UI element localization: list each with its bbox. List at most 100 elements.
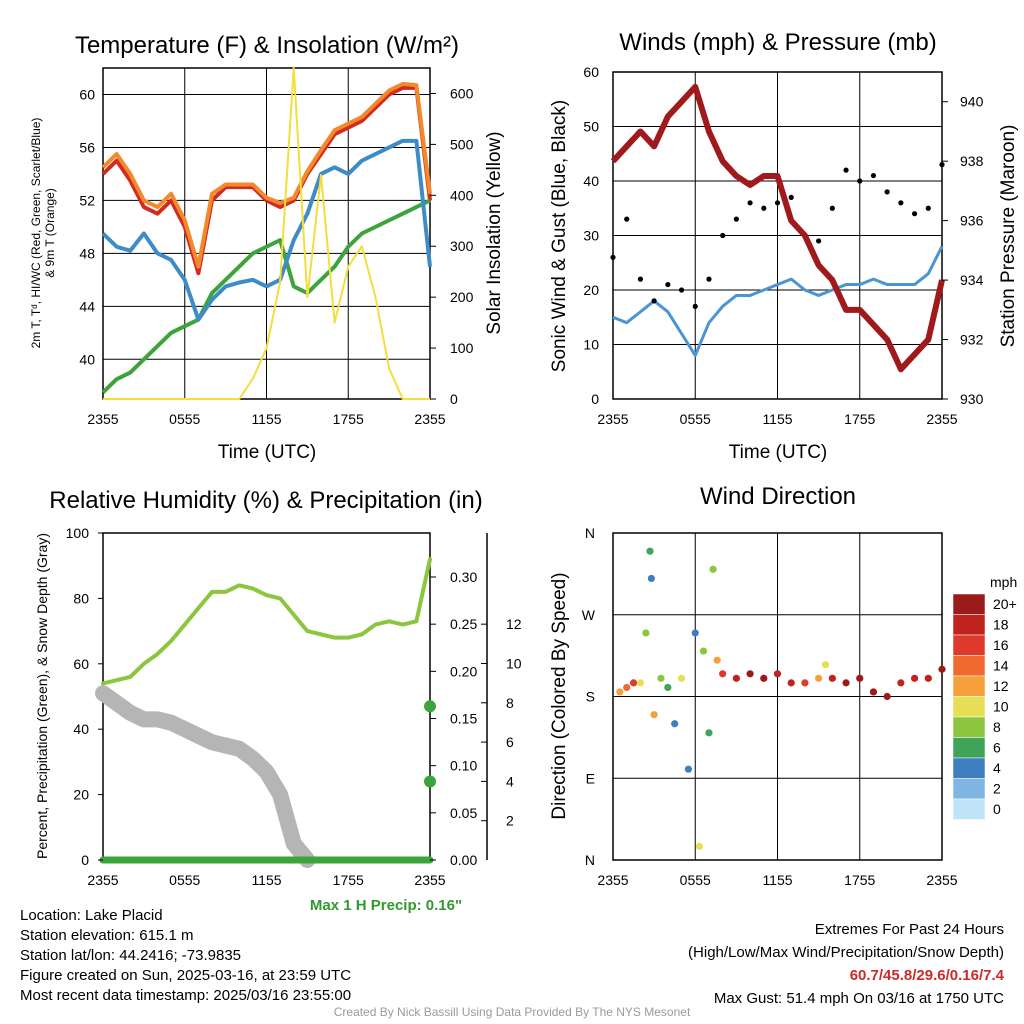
gust-point [829, 205, 835, 211]
direction-point [671, 720, 679, 728]
y3-tick-label: 2 [506, 813, 514, 829]
rh-series [95, 557, 436, 868]
y2-tick-label: 0.15 [450, 711, 477, 727]
y-tick-label: 52 [79, 192, 95, 208]
direction-point [646, 547, 654, 555]
gust-point [857, 178, 863, 184]
y3-tick-label: 8 [506, 695, 514, 711]
x-tick-label: 2355 [597, 411, 628, 427]
gust-point [747, 200, 753, 206]
y-tick-label: 44 [79, 298, 95, 314]
y2-tick-label: 932 [960, 332, 984, 348]
precip-point [424, 775, 436, 788]
direction-point [883, 692, 891, 701]
y-tick-label: E [586, 770, 595, 786]
legend-label: 10 [993, 699, 1009, 715]
extremes-values: 60.7/45.8/29.6/0.16/7.4 [849, 967, 1004, 984]
direction-point [684, 765, 692, 773]
y-tick-label: 56 [79, 139, 95, 155]
direction-point [695, 842, 703, 850]
y2-tick-label: 0 [450, 391, 458, 407]
station-elevation: Station elevation: 615.1 m [20, 927, 194, 944]
dir-ylabel: Direction (Colored By Speed) [549, 572, 570, 819]
legend-swatch [952, 593, 986, 615]
x-tick-label: 2355 [414, 411, 445, 427]
figure-created: Figure created on Sun, 2025-03-16, at 23… [20, 967, 352, 984]
y2-tick-label: 0.05 [450, 805, 477, 821]
legend-swatch [952, 757, 986, 779]
x-tick-label: 1155 [251, 411, 281, 427]
wind-title: Winds (mph) & Pressure (mb) [619, 29, 936, 56]
gust-point [637, 276, 644, 282]
x-tick-label: 1155 [762, 411, 792, 427]
gust-point [816, 238, 822, 244]
x-tick-label: 1155 [762, 872, 792, 888]
direction-point [713, 656, 721, 664]
gust-point [610, 254, 616, 260]
recent-timestamp: Most recent data timestamp: 2025/03/16 2… [20, 987, 352, 1004]
temp-xlabel: Time (UTC) [218, 442, 317, 463]
wind-ylabel: Sonic Wind & Gust (Blue, Black) [549, 100, 570, 372]
temp-y2label: Solar Insolation (Yellow) [484, 131, 505, 334]
x-tick-label: 2355 [87, 411, 118, 427]
temp-series-line [101, 81, 432, 269]
gust-point [884, 189, 890, 195]
y-tick-label: 10 [583, 337, 599, 353]
y-tick-label: N [585, 525, 595, 541]
temp-title: Temperature (F) & Insolation (W/m²) [75, 32, 459, 59]
y-tick-label: 100 [66, 525, 90, 541]
direction-point [773, 670, 782, 678]
legend-swatch [952, 778, 986, 800]
wind-ticks: 2355 0555 1155 1755 2355 0 10 20 30 40 50 60 930 932 9… [583, 64, 983, 427]
direction-point [856, 674, 864, 682]
y-tick-label: 0 [591, 391, 599, 407]
gust-point [911, 211, 918, 217]
wind-series-line [610, 83, 945, 373]
legend-swatch [952, 696, 986, 718]
gust-point [843, 167, 849, 173]
y2-tick-label: 300 [450, 238, 474, 254]
wind-y2label: Station Pressure (Maroon) [998, 125, 1019, 348]
y-tick-label: 60 [583, 64, 599, 80]
direction-point [842, 679, 850, 687]
legend-swatch [952, 614, 986, 636]
y2-tick-label: 930 [960, 391, 984, 407]
gust-point [706, 276, 712, 282]
dir-series [616, 547, 946, 850]
station-latlon: Station lat/lon: 44.2416; -73.9835 [20, 947, 242, 964]
x-tick-label: 1155 [251, 872, 281, 888]
y2-tick-label: 0.20 [450, 663, 477, 679]
x-tick-label: 0555 [680, 411, 711, 427]
legend-label: 2 [993, 781, 1001, 797]
legend-label: 16 [993, 637, 1009, 653]
rh-title: Relative Humidity (%) & Precipitation (i… [49, 487, 482, 514]
y2-tick-label: 600 [450, 85, 474, 101]
y2-tick-label: 940 [960, 94, 984, 110]
y-tick-label: N [585, 852, 595, 868]
temp-ylabel-line2: & 9m T (Orange) [43, 188, 57, 278]
rh-max-precip: Max 1 H Precip: 0.16" [310, 897, 462, 914]
y2-tick-label: 0.25 [450, 616, 477, 632]
y-tick-label: 20 [73, 787, 89, 803]
y2-tick-label: 500 [450, 136, 474, 152]
temp-series-line [101, 198, 431, 394]
direction-point [897, 679, 905, 687]
y2-tick-label: 0.00 [450, 852, 477, 868]
temp-series-line [101, 85, 432, 276]
credits-footer: Created By Nick Bassill Using Data Provi… [333, 1005, 691, 1019]
extremes-subtitle: (High/Low/Max Wind/Precipitation/Snow De… [688, 944, 1004, 961]
legend-label: 6 [993, 740, 1001, 756]
legend-swatch [952, 716, 986, 738]
extremes-box: Extremes For Past 24 Hours (High/Low/Max… [688, 918, 1004, 1010]
gust-point [733, 216, 739, 222]
legend-swatch [952, 675, 986, 697]
dir-grid [613, 533, 942, 860]
station-info: Location: Lake Placid Station elevation:… [20, 906, 351, 1006]
gust-point [898, 200, 904, 206]
x-tick-label: 1755 [844, 411, 875, 427]
dir-panel: Wind Direction 2355 0555 1155 1755 2355NWSEN… [549, 483, 1017, 888]
direction-point [815, 674, 823, 682]
legend-label: 14 [993, 658, 1009, 674]
x-tick-label: 0555 [169, 411, 200, 427]
